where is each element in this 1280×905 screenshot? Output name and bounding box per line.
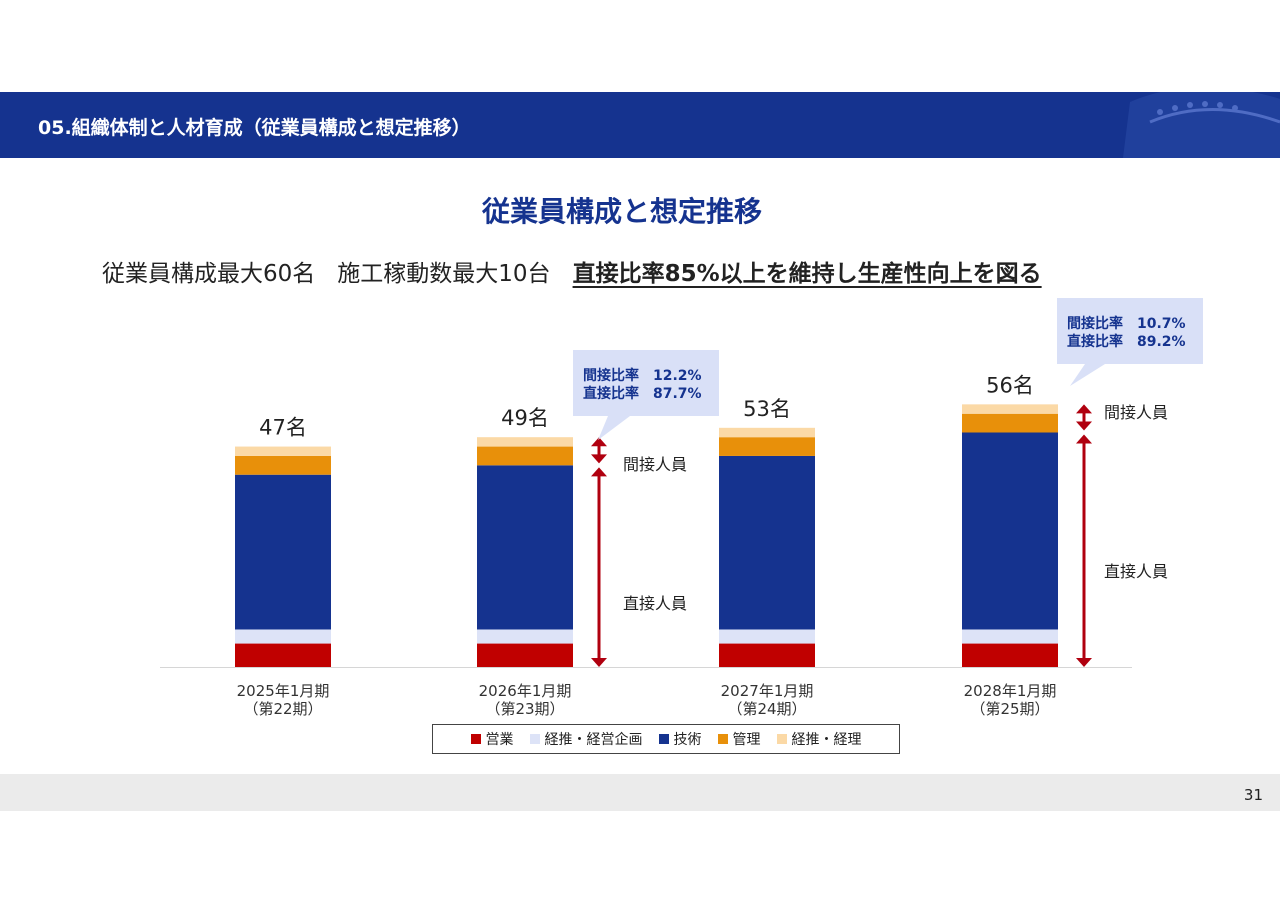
bar-segment [477, 446, 573, 466]
arrow-head [591, 658, 607, 667]
page-number: 31 [1243, 786, 1263, 804]
bar-segment [719, 643, 815, 667]
ratio-callout [1057, 298, 1203, 364]
bar-segment [719, 629, 815, 644]
bar-segment [235, 446, 331, 456]
bar-segment [477, 629, 573, 644]
legend-item: 技術 [658, 729, 702, 749]
legend-label: 経推・経理 [791, 732, 862, 748]
bar-segment [477, 643, 573, 667]
bar-segment [477, 465, 573, 630]
x-tick-sublabel: （第23期） [485, 700, 564, 718]
x-tick-sublabel: （第25期） [970, 700, 1049, 718]
indirect-staff-label: 間接人員 [1104, 403, 1168, 422]
bar-segment [719, 455, 815, 630]
x-tick-label: 2026年1月期 [479, 682, 572, 700]
x-tick-sublabel: （第22期） [243, 700, 322, 718]
bar-segment [235, 643, 331, 667]
legend-swatch [529, 734, 540, 744]
legend-swatch [658, 734, 669, 744]
legend-label: 管理 [732, 732, 761, 748]
chart-legend: 営業 経推・経営企画 技術 管理 経推・経理 [432, 724, 900, 754]
callout-pointer [1070, 364, 1105, 386]
bar-segment [477, 437, 573, 447]
company-emblem-icon [1123, 92, 1280, 158]
direct-ratio-text: 直接比率 87.7% [583, 385, 702, 402]
legend-label: 経推・経営企画 [544, 732, 643, 748]
arrow-head [591, 454, 607, 464]
bar-segment [962, 404, 1058, 414]
direct-staff-label: 直接人員 [1104, 562, 1168, 581]
subtitle-max-machines: 施工稼動数最大10台 [337, 261, 551, 287]
subtitle-emphasis: 直接比率85%以上を維持し生産性向上を図る [572, 261, 1042, 287]
bar-segment [962, 629, 1058, 644]
bar-segment [962, 432, 1058, 630]
bar-segment [235, 455, 331, 475]
arrow-head [1076, 434, 1092, 444]
ratio-callout [573, 350, 719, 416]
arrow-head [1076, 404, 1092, 414]
subtitle: 従業員構成最大60名 施工稼動数最大10台 直接比率85%以上を維持し生産性向上を図… [102, 254, 1042, 288]
x-tick-label: 2025年1月期 [237, 682, 330, 700]
indirect-ratio-text: 間接比率 10.7% [1067, 315, 1186, 332]
legend-item: 経推・経営企画 [529, 729, 643, 749]
bar-total-label: 49名 [501, 406, 549, 430]
bar-segment [719, 437, 815, 456]
legend-item: 管理 [717, 729, 761, 749]
legend-label: 技術 [673, 732, 702, 748]
header-bar: 05.組織体制と人材育成（従業員構成と想定推移） [0, 92, 1280, 158]
legend-item: 営業 [470, 729, 514, 749]
arrow-head [1076, 421, 1092, 431]
bar-segment [962, 413, 1058, 433]
x-tick-label: 2028年1月期 [964, 682, 1057, 700]
arrow-head [591, 437, 607, 447]
legend-label: 営業 [485, 732, 514, 748]
footer-bar: 31 [0, 774, 1280, 811]
legend-swatch [776, 734, 787, 744]
bar-segment [962, 643, 1058, 667]
subtitle-max-employees: 従業員構成最大60名 [102, 261, 316, 287]
bar-total-label: 47名 [259, 416, 307, 440]
legend-swatch [470, 734, 481, 744]
bar-segment [235, 474, 331, 630]
bar-total-label: 53名 [743, 397, 791, 421]
arrow-head [591, 467, 607, 477]
legend-item: 経推・経理 [776, 729, 862, 749]
main-title: 従業員構成と想定推移 [481, 195, 762, 228]
indirect-ratio-text: 間接比率 12.2% [583, 367, 702, 384]
x-tick-label: 2027年1月期 [721, 682, 814, 700]
direct-ratio-text: 直接比率 89.2% [1067, 333, 1186, 350]
bar-segment [719, 427, 815, 438]
direct-staff-label: 直接人員 [623, 594, 687, 613]
bar-total-label: 56名 [986, 373, 1034, 397]
callout-pointer [598, 416, 630, 440]
bar-segment [235, 629, 331, 644]
arrow-head [1076, 658, 1092, 667]
header-title: 05.組織体制と人材育成（従業員構成と想定推移） [38, 117, 471, 139]
x-tick-sublabel: （第24期） [727, 700, 806, 718]
indirect-staff-label: 間接人員 [623, 455, 687, 474]
legend-swatch [717, 734, 728, 744]
